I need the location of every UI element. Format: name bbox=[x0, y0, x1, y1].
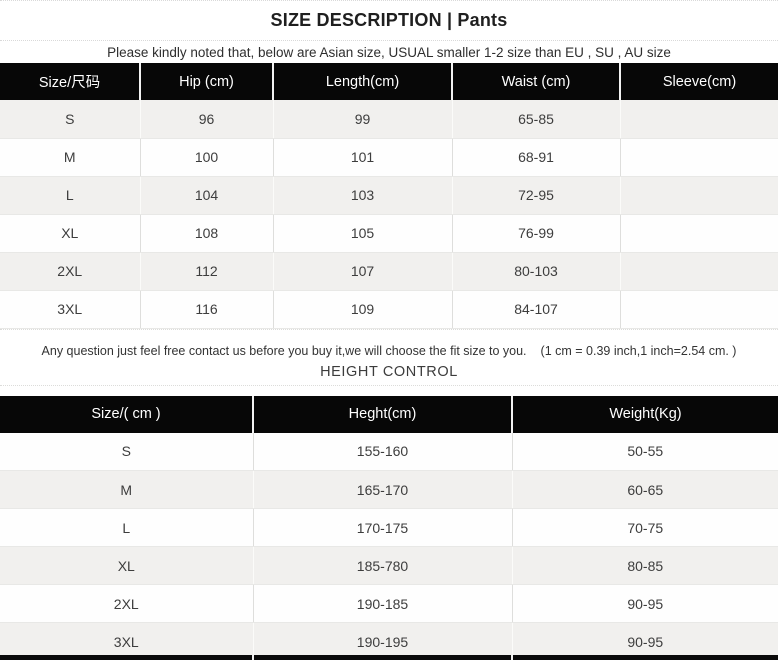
column-header-length: Length(cm) bbox=[273, 63, 453, 100]
table-cell: XL bbox=[0, 546, 254, 585]
table-cell: 84-107 bbox=[452, 290, 621, 329]
table-cell bbox=[620, 252, 778, 291]
table-cell: 68-91 bbox=[452, 138, 621, 177]
table-cell: L bbox=[0, 176, 141, 215]
table-cell: 107 bbox=[273, 252, 453, 291]
table-cell: S bbox=[0, 100, 141, 139]
table-cell bbox=[620, 138, 778, 177]
column-header-waist: Waist (cm) bbox=[452, 63, 621, 100]
table-cell bbox=[620, 176, 778, 215]
table-cell: 76-99 bbox=[452, 214, 621, 253]
table-cell: 105 bbox=[273, 214, 453, 253]
table-cell: M bbox=[0, 470, 254, 509]
table-cell: S bbox=[0, 432, 254, 471]
contact-note-text: Any question just feel free contact us b… bbox=[41, 343, 527, 358]
column-header-weight: Weight(Kg) bbox=[512, 395, 778, 433]
height-control-heading: HEIGHT CONTROL bbox=[320, 363, 458, 380]
column-header-size: Size/( cm ) bbox=[0, 395, 254, 433]
table-cell: 185-780 bbox=[253, 546, 513, 585]
table-cell: 3XL bbox=[0, 290, 141, 329]
table-cell: 155-160 bbox=[253, 432, 513, 471]
table-row: 2XL 190-185 90-95 bbox=[0, 584, 778, 623]
table-cell: 116 bbox=[140, 290, 274, 329]
table-row: M 165-170 60-65 bbox=[0, 470, 778, 509]
table-cell: 190-185 bbox=[253, 584, 513, 623]
table-cell: 2XL bbox=[0, 584, 254, 623]
table-cell: M bbox=[0, 138, 141, 177]
table-cell: 2XL bbox=[0, 252, 141, 291]
table-cell: 165-170 bbox=[253, 470, 513, 509]
table-row: S 96 99 65-85 bbox=[0, 100, 778, 139]
table-cell: 60-65 bbox=[512, 470, 778, 509]
table-cell: 190-195 bbox=[253, 622, 513, 660]
table-cell: 50-55 bbox=[512, 432, 778, 471]
table-cell: 80-85 bbox=[512, 546, 778, 585]
unit-conversion-note: (1 cm = 0.39 inch,1 inch=2.54 cm. ) bbox=[540, 343, 737, 358]
table-cell: 101 bbox=[273, 138, 453, 177]
column-header-hip: Hip (cm) bbox=[140, 63, 274, 100]
table-row: L 170-175 70-75 bbox=[0, 508, 778, 547]
table-cell: 108 bbox=[140, 214, 274, 253]
table-row: 3XL 116 109 84-107 bbox=[0, 290, 778, 329]
size-table-header-row: Size/尺码 Hip (cm) Length(cm) Waist (cm) S… bbox=[0, 63, 778, 100]
table-row: L 104 103 72-95 bbox=[0, 176, 778, 215]
table-cell bbox=[620, 100, 778, 139]
table-cell: 109 bbox=[273, 290, 453, 329]
table-cell: L bbox=[0, 508, 254, 547]
asian-size-note: Please kindly noted that, below are Asia… bbox=[107, 44, 671, 60]
table-cell: 170-175 bbox=[253, 508, 513, 547]
table-cell: 112 bbox=[140, 252, 274, 291]
divider bbox=[0, 384, 778, 386]
table-row: S 155-160 50-55 bbox=[0, 432, 778, 471]
column-header-sleeve: Sleeve(cm) bbox=[620, 63, 778, 100]
page-title: SIZE DESCRIPTION | Pants bbox=[270, 10, 508, 30]
title-bar: SIZE DESCRIPTION | Pants bbox=[0, 1, 778, 40]
next-table-header-cropped bbox=[0, 655, 778, 660]
table-cell: 104 bbox=[140, 176, 274, 215]
size-table: Size/尺码 Hip (cm) Length(cm) Waist (cm) S… bbox=[0, 63, 778, 329]
table-cell: 96 bbox=[140, 100, 274, 139]
table-cell: 90-95 bbox=[512, 622, 778, 660]
table-cell: 80-103 bbox=[452, 252, 621, 291]
contact-note: Any question just feel free contact us b… bbox=[0, 343, 778, 360]
table-row: M 100 101 68-91 bbox=[0, 138, 778, 177]
note-section: Any question just feel free contact us b… bbox=[0, 328, 778, 396]
table-row: XL 108 105 76-99 bbox=[0, 214, 778, 253]
table-cell bbox=[620, 290, 778, 329]
table-cell: 70-75 bbox=[512, 508, 778, 547]
table-cell: 65-85 bbox=[452, 100, 621, 139]
table-cell: 100 bbox=[140, 138, 274, 177]
table-row: XL 185-780 80-85 bbox=[0, 546, 778, 585]
table-cell: 90-95 bbox=[512, 584, 778, 623]
column-header-height: Heght(cm) bbox=[253, 395, 513, 433]
height-table: Size/( cm ) Heght(cm) Weight(Kg) S 155-1… bbox=[0, 395, 778, 660]
height-table-header-row: Size/( cm ) Heght(cm) Weight(Kg) bbox=[0, 395, 778, 433]
table-row: 2XL 112 107 80-103 bbox=[0, 252, 778, 291]
table-row: 3XL 190-195 90-95 bbox=[0, 622, 778, 660]
subtitle-bar: Please kindly noted that, below are Asia… bbox=[0, 40, 778, 63]
table-cell: 3XL bbox=[0, 622, 254, 660]
column-header-size: Size/尺码 bbox=[0, 63, 141, 100]
table-cell: XL bbox=[0, 214, 141, 253]
table-cell bbox=[620, 214, 778, 253]
table-cell: 103 bbox=[273, 176, 453, 215]
table-cell: 72-95 bbox=[452, 176, 621, 215]
table-cell: 99 bbox=[273, 100, 453, 139]
